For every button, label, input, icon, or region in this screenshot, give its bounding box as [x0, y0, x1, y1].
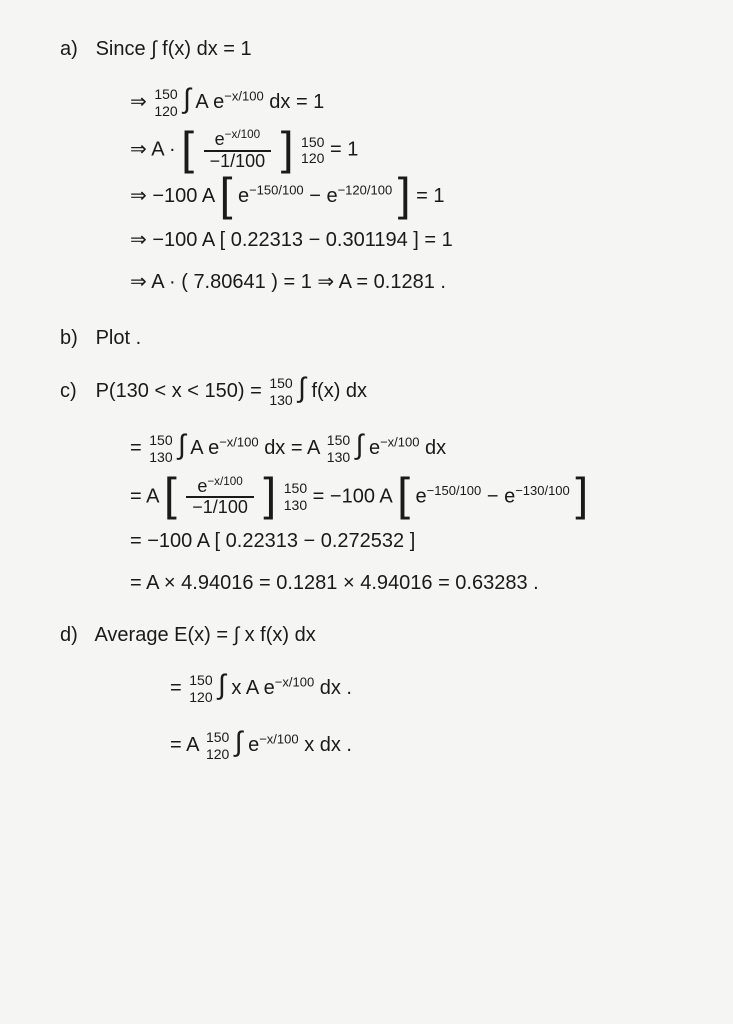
part-c-line1: c) P(130 < x < 150) = 150 130 ∫ f(x) dx — [60, 361, 693, 414]
a-line3: ⇒ A · [ e−x/100 −1/100 ] 150 120 = 1 — [60, 129, 693, 172]
a-line4: ⇒ −100 A [ e−150/100 − e−120/100 ] = 1 — [60, 176, 693, 217]
int-limits: 150 120 — [154, 86, 177, 120]
part-a-label: a) Since ∫ f(x) dx = 1 — [60, 30, 693, 68]
label-c: c) — [60, 372, 90, 410]
d-line3: = A 150 120 ∫ e−x/100 x dx . — [60, 715, 693, 768]
label-d: d) — [60, 616, 90, 654]
a-line5: ⇒ −100 A [ 0.22313 − 0.301194 ] = 1 — [60, 221, 693, 259]
b-line1: Plot . — [96, 327, 142, 349]
c-line2: = 150 130 ∫ A e−x/100 dx = A 150 130 ∫ e… — [60, 418, 693, 471]
part-d-line1: d) Average E(x) = ∫ x f(x) dx — [60, 616, 693, 654]
d-line2: = 150 120 ∫ x A e−x/100 dx . — [60, 658, 693, 711]
a-line6: ⇒ A · ( 7.80641 ) = 1 ⇒ A = 0.1281 . — [60, 263, 693, 301]
bracket-right: ] — [281, 128, 294, 169]
fraction: e−x/100 −1/100 — [204, 129, 272, 172]
part-b: b) Plot . — [60, 319, 693, 357]
c-line4: = −100 A [ 0.22313 − 0.272532 ] — [60, 522, 693, 560]
label-b: b) — [60, 319, 90, 357]
label-a: a) — [60, 30, 90, 68]
c-line3: = A [ e−x/100 −1/100 ] 150 130 = −100 A … — [60, 476, 693, 519]
a-line2: ⇒ 150 120 ∫ A e−x/100 dx = 1 — [60, 72, 693, 125]
c-line5: = A × 4.94016 = 0.1281 × 4.94016 = 0.632… — [60, 564, 693, 602]
bracket-left: [ — [181, 128, 194, 169]
a-line1: Since ∫ f(x) dx = 1 — [96, 38, 252, 60]
handwritten-page: a) Since ∫ f(x) dx = 1 ⇒ 150 120 ∫ A e−x… — [0, 0, 733, 1024]
